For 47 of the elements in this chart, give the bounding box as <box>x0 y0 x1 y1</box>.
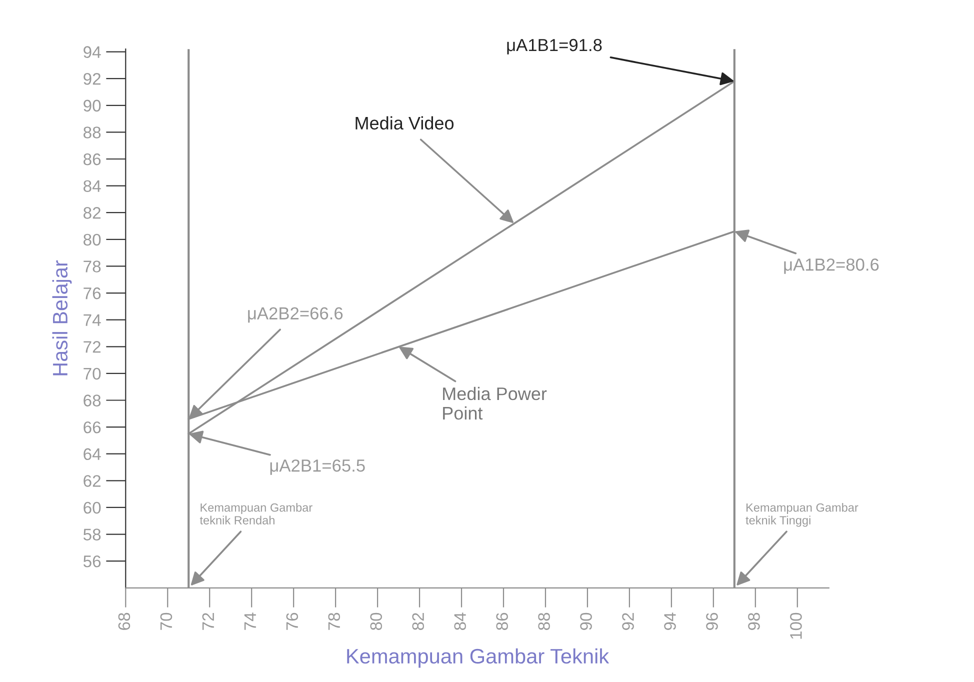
annotation: μA1B2=80.6 <box>784 258 879 274</box>
ref-line-label: Kemampuan Gambar teknik Rendah <box>200 503 312 524</box>
y-tick-label: 78 <box>84 260 101 272</box>
y-tick-label: 90 <box>84 100 101 112</box>
annotation: μA2B2=66.6 <box>248 307 343 323</box>
x-tick-label: 82 <box>412 613 424 630</box>
y-tick-label: 66 <box>84 421 101 434</box>
ref-line-label: Kemampuan Gambar teknik Tinggi <box>746 503 858 527</box>
x-tick-label: 88 <box>538 612 550 630</box>
y-tick-label: 64 <box>84 448 101 460</box>
y-tick-label: 72 <box>84 341 101 353</box>
y-tick-label: 58 <box>83 528 101 540</box>
x-tick-label: 86 <box>496 612 508 630</box>
x-tick-label: 80 <box>370 612 382 630</box>
annotation: μA2B1=65.5 <box>270 459 365 475</box>
y-tick-label: 84 <box>84 180 101 192</box>
y-tick-label: 80 <box>84 234 101 246</box>
annotation: Media Video <box>356 116 454 130</box>
y-tick-label: 68 <box>84 394 101 406</box>
y-tick-label: 88 <box>84 126 101 138</box>
annotation: Media Power Point <box>443 386 547 420</box>
x-tick-label: 72 <box>202 613 214 630</box>
x-tick-label: 74 <box>244 612 256 630</box>
x-tick-label: 76 <box>286 612 298 630</box>
x-tick-label: 84 <box>454 612 466 630</box>
y-axis-title: Hasil Belajar <box>52 260 72 376</box>
y-tick-label: 92 <box>84 72 101 85</box>
x-tick-label: 78 <box>328 612 340 630</box>
x-tick-label: 98 <box>748 612 760 630</box>
y-tick-label: 74 <box>84 314 101 326</box>
y-tick-label: 62 <box>84 475 101 487</box>
x-tick-label: 92 <box>622 613 634 630</box>
x-tick-label: 70 <box>160 612 172 630</box>
y-tick-label: 86 <box>84 153 101 166</box>
x-tick-label: 96 <box>706 612 718 630</box>
y-tick-label: 94 <box>84 46 101 58</box>
y-tick-label: 60 <box>84 502 101 514</box>
x-axis-title: Kemampuan Gambar Teknik <box>347 648 610 668</box>
y-tick-label: 70 <box>84 368 101 380</box>
x-tick-label: 94 <box>664 612 676 630</box>
annotation: μA1B1=91.8 <box>507 38 602 54</box>
y-tick-label: 56 <box>83 555 101 568</box>
x-tick-label: 90 <box>580 612 592 630</box>
y-tick-label: 82 <box>84 207 101 219</box>
x-tick-label: 100 <box>790 612 802 639</box>
x-tick-label: 68 <box>118 612 130 630</box>
y-tick-label: 76 <box>84 287 101 300</box>
